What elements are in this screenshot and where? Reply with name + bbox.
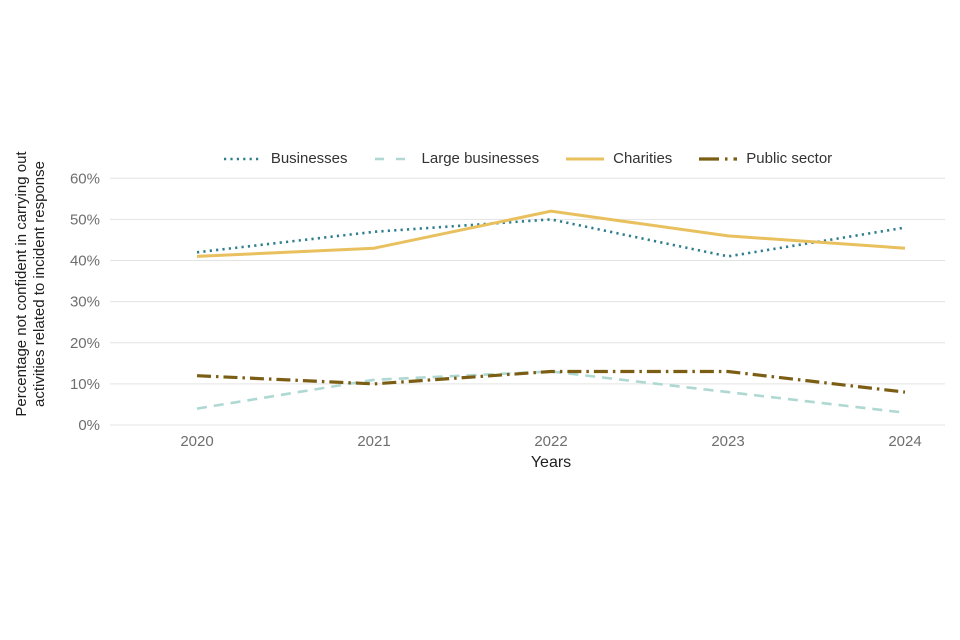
series-line-large-businesses [196, 370, 906, 414]
x-tick-label: 2020 [180, 433, 213, 450]
y-tick-label: 10% [70, 376, 100, 393]
x-tick-label: 2023 [711, 433, 744, 450]
series-line-charities [196, 209, 906, 258]
legend-line-sample-charities [566, 157, 605, 160]
legend-line-sample-public-sector [699, 156, 738, 161]
legend-label-large-businesses: Large businesses [421, 150, 540, 167]
y-tick-label: 50% [70, 211, 100, 228]
y-tick-label: 0% [78, 417, 100, 434]
x-tick-label: 2024 [888, 433, 921, 450]
x-axis-title: Years [530, 454, 572, 471]
x-tick-label: 2021 [357, 433, 390, 450]
y-axis-title-line2: activities related to incident response [31, 161, 48, 407]
legend-label-charities: Charities [613, 150, 673, 167]
chart-legend: Businesses Large businesses Charities Publi… [110, 150, 945, 167]
legend-item-charities: Charities [565, 150, 672, 167]
legend-item-large-businesses: Large businesses [374, 150, 540, 167]
legend-label-businesses: Businesses [270, 150, 348, 167]
y-tick-label: 40% [70, 253, 100, 270]
legend-label-public-sector: Public sector [746, 150, 833, 167]
legend-item-public-sector: Public sector [698, 150, 832, 167]
y-axis-title: Percentage not confident in carrying out… [13, 151, 49, 416]
y-tick-label: 20% [70, 335, 100, 352]
x-tick-label: 2022 [534, 433, 567, 450]
y-axis-title-line1: Percentage not confident in carrying out [13, 151, 30, 417]
legend-item-businesses: Businesses [223, 150, 348, 167]
legend-line-sample-large-businesses [374, 157, 413, 160]
y-tick-label: 30% [70, 294, 100, 311]
legend-line-sample-businesses [223, 157, 262, 160]
series-line-public-sector [196, 369, 906, 394]
y-tick-label: 60% [70, 170, 100, 187]
series-line-businesses [196, 218, 906, 258]
